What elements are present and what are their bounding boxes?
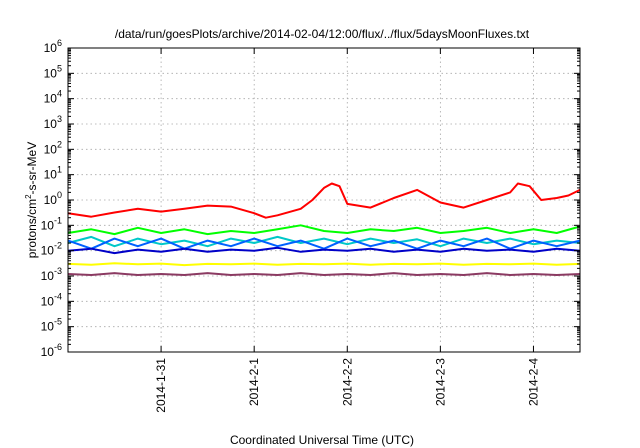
y-tick-label-exponent: -5 <box>54 317 62 327</box>
y-tick-label-exponent: -4 <box>54 291 62 301</box>
x-tick-label: 2014-2-3 <box>433 358 447 406</box>
y-tick-label-exponent: -2 <box>54 241 62 251</box>
y-tick-label: 10-2 <box>41 241 62 258</box>
y-tick-label-base: 10 <box>44 66 58 80</box>
y-tick-label-exponent: -1 <box>54 215 62 225</box>
y-tick-label-exponent: 1 <box>57 165 62 175</box>
y-tick-label-exponent: 6 <box>57 38 62 48</box>
y-tick-label: 105 <box>44 63 62 80</box>
x-tick-label: 2014-2-2 <box>340 358 354 406</box>
y-tick-labels: 10-610-510-410-310-210-11001011021031041… <box>41 38 62 359</box>
series-line-6 <box>67 262 581 267</box>
grid-lines <box>68 48 580 352</box>
series-line-2 <box>67 224 581 236</box>
y-tick-label-exponent: 3 <box>57 114 62 124</box>
y-tick-label: 10-1 <box>41 215 62 232</box>
y-tick-label-base: 10 <box>41 294 55 308</box>
x-tick-label: 2014-2-1 <box>247 358 261 406</box>
series-line-7 <box>67 272 581 276</box>
y-tick-label: 103 <box>44 114 62 131</box>
y-tick-label-base: 10 <box>41 345 55 359</box>
y-tick-label: 104 <box>44 89 62 106</box>
y-tick-label-base: 10 <box>44 92 58 106</box>
y-tick-label: 106 <box>44 38 62 55</box>
y-axis-title-main: protons/cm <box>25 199 39 258</box>
y-tick-label-exponent: 4 <box>57 89 62 99</box>
y-tick-label-base: 10 <box>44 41 58 55</box>
y-tick-label-base: 10 <box>41 269 55 283</box>
x-axis-title: Coordinated Universal Time (UTC) <box>230 433 414 447</box>
y-tick-label-exponent: 0 <box>57 190 62 200</box>
x-tick-label: 2014-2-4 <box>526 358 540 406</box>
axis-ticks <box>68 47 580 353</box>
y-tick-label: 10-4 <box>41 291 62 308</box>
y-tick-label-base: 10 <box>44 117 58 131</box>
y-axis-title-units: -s-sr-MeV <box>25 142 39 195</box>
y-tick-label-base: 10 <box>41 218 55 232</box>
y-tick-label: 102 <box>44 139 62 156</box>
series-lines <box>67 182 581 276</box>
y-tick-label: 101 <box>44 165 62 182</box>
y-axis-title: protons/cm2-s-sr-MeV <box>24 142 39 258</box>
series-line-1 <box>67 182 581 219</box>
y-tick-label-exponent: -6 <box>54 342 62 352</box>
y-tick-label-base: 10 <box>41 320 55 334</box>
y-tick-label: 10-5 <box>41 317 62 334</box>
y-axis-title-superscript: 2 <box>24 194 33 199</box>
y-tick-label-base: 10 <box>44 193 58 207</box>
y-tick-label: 10-6 <box>41 342 62 359</box>
chart-title: /data/run/goesPlots/archive/2014-02-04/1… <box>115 27 530 41</box>
y-tick-label-base: 10 <box>44 168 58 182</box>
y-tick-label-exponent: 5 <box>57 63 62 73</box>
y-tick-label-exponent: 2 <box>57 139 62 149</box>
y-tick-label: 10-3 <box>41 266 62 283</box>
y-tick-label-exponent: -3 <box>54 266 62 276</box>
y-tick-label-base: 10 <box>44 142 58 156</box>
y-tick-label: 100 <box>44 190 62 207</box>
x-tick-label: 2014-1-31 <box>154 358 168 413</box>
y-tick-label-base: 10 <box>41 244 55 258</box>
x-tick-labels: 2014-1-31 2014-2-1 2014-2-2 2014-2-3 2014-2-… <box>154 358 540 413</box>
series-line-5 <box>67 246 581 255</box>
